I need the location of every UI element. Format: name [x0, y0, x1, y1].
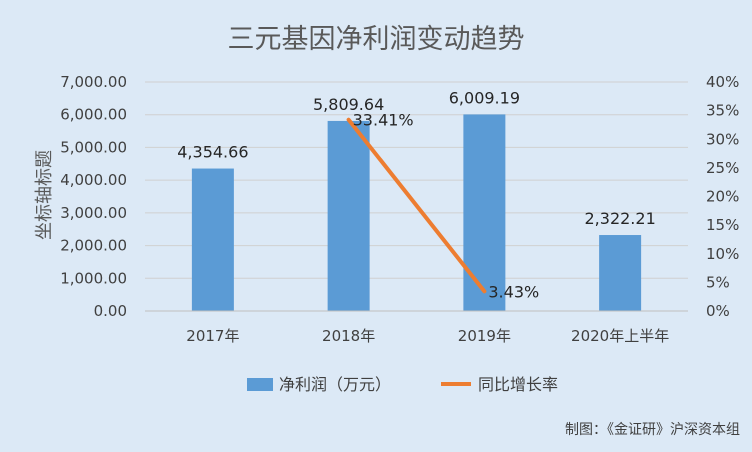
x-tick-label: 2019年: [458, 327, 511, 345]
credit-text: 制图：《金证研》沪深资本组: [565, 422, 740, 438]
legend-swatch-bar: [247, 378, 273, 391]
gridlines: [145, 81, 688, 279]
y-right-tick-label: 30%: [706, 130, 739, 148]
y-left-tick-label: 2,000.00: [60, 237, 127, 255]
x-tick-label: 2018年: [322, 327, 375, 345]
bars: [191, 114, 642, 312]
legend-label-bar: 净利润（万元）: [279, 375, 391, 394]
bar: [463, 114, 506, 312]
x-tick-label: 2017年: [186, 327, 239, 345]
legend: 净利润（万元） 同比增长率: [247, 375, 558, 394]
line-point: [483, 290, 485, 292]
data-labels: 4,354.66 5,809.64 6,009.19 2,322.21 33.41% 3.…: [177, 88, 656, 301]
line-point: [348, 119, 350, 121]
bar: [191, 168, 234, 311]
y-right-tick-label: 15%: [706, 216, 739, 234]
bar: [599, 235, 642, 311]
bar-data-label: 6,009.19: [449, 88, 520, 107]
y-left-tick-label: 1,000.00: [60, 269, 127, 287]
chart-title: 三元基因净利润变动趋势: [228, 24, 525, 55]
y-left-tick-label: 4,000.00: [60, 171, 127, 189]
y-right-tick-label: 0%: [706, 302, 730, 320]
axes: 0.00 1,000.00 2,000.00 3,000.00 4,000.00 5,00…: [60, 73, 739, 345]
y-right-tick-label: 25%: [706, 159, 739, 177]
bar-data-label: 2,322.21: [585, 209, 656, 228]
line-data-label: 33.41%: [353, 111, 414, 130]
legend-label-line: 同比增长率: [478, 375, 558, 394]
y-right-tick-label: 5%: [706, 273, 730, 291]
line-data-label: 3.43%: [488, 282, 539, 301]
y-right-tick-label: 35%: [706, 102, 739, 120]
bar: [327, 120, 370, 312]
y-left-tick-label: 6,000.00: [60, 106, 127, 124]
y-left-tick-label: 3,000.00: [60, 204, 127, 222]
growth-line-layer: [346, 117, 487, 294]
growth-rate-line: [346, 117, 487, 294]
y-right-tick-label: 10%: [706, 245, 739, 263]
y-axis-title: 坐标轴标题: [34, 150, 55, 240]
bar-data-label: 5,809.64: [313, 95, 384, 114]
y-right-tick-label: 20%: [706, 188, 739, 206]
y-left-tick-label: 0.00: [94, 302, 127, 320]
x-tick-label: 2020年上半年: [571, 327, 669, 345]
bar-data-label: 4,354.66: [177, 143, 248, 162]
y-right-tick-label: 40%: [706, 73, 739, 91]
y-left-tick-label: 7,000.00: [60, 73, 127, 91]
y-left-tick-label: 5,000.00: [60, 138, 127, 156]
